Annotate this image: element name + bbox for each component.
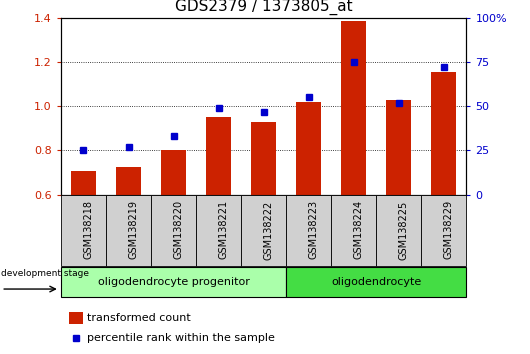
Text: GSM138223: GSM138223: [308, 200, 319, 259]
Text: GSM138218: GSM138218: [84, 200, 93, 259]
Text: GSM138224: GSM138224: [354, 200, 364, 259]
Title: GDS2379 / 1373805_at: GDS2379 / 1373805_at: [175, 0, 352, 15]
Bar: [296, 102, 321, 195]
Text: GSM138219: GSM138219: [128, 200, 138, 259]
Bar: [206, 117, 231, 195]
Bar: [376, 195, 421, 266]
Bar: [71, 171, 96, 195]
Bar: [286, 267, 466, 297]
Bar: [61, 267, 286, 297]
Bar: [341, 21, 366, 195]
Text: GSM138220: GSM138220: [173, 200, 183, 259]
Text: GSM138225: GSM138225: [399, 200, 409, 259]
Text: GSM138222: GSM138222: [263, 200, 273, 259]
Text: transformed count: transformed count: [87, 313, 191, 322]
Bar: [241, 195, 286, 266]
Bar: [331, 195, 376, 266]
Text: GSM138221: GSM138221: [218, 200, 228, 259]
Text: percentile rank within the sample: percentile rank within the sample: [87, 332, 275, 343]
Bar: [421, 195, 466, 266]
Text: development stage: development stage: [1, 269, 89, 278]
Bar: [286, 195, 331, 266]
Bar: [251, 122, 276, 195]
Text: oligodendrocyte progenitor: oligodendrocyte progenitor: [98, 276, 250, 287]
Bar: [161, 150, 186, 195]
Bar: [61, 195, 106, 266]
Bar: [386, 99, 411, 195]
Bar: [151, 195, 196, 266]
Bar: [106, 195, 151, 266]
Bar: [69, 312, 83, 324]
Text: oligodendrocyte: oligodendrocyte: [331, 276, 421, 287]
Text: GSM138229: GSM138229: [444, 200, 454, 259]
Bar: [431, 72, 456, 195]
Bar: [196, 195, 241, 266]
Bar: [116, 167, 141, 195]
